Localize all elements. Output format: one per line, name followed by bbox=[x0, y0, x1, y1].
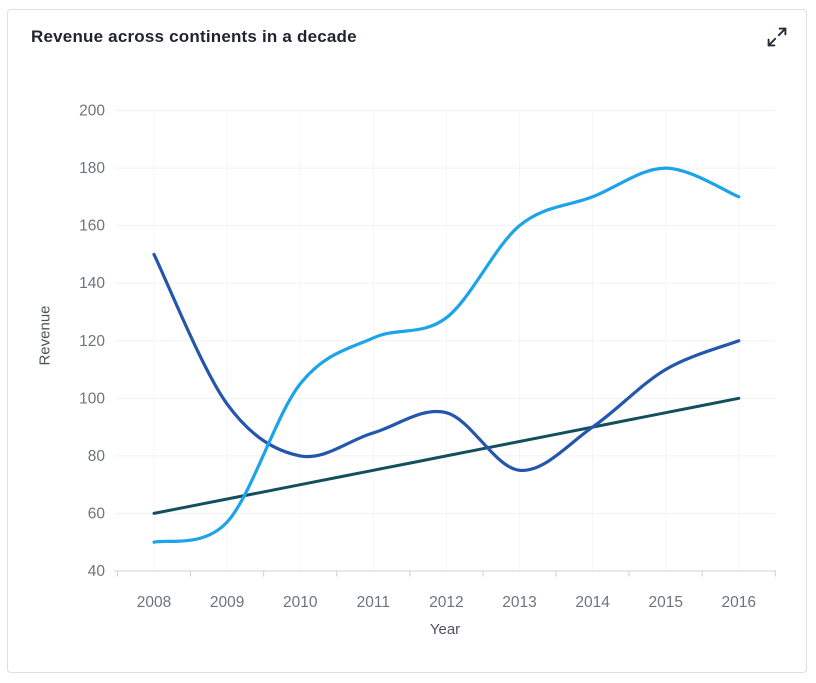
x-tick-label: 2008 bbox=[137, 594, 171, 611]
x-tick-label: 2015 bbox=[648, 594, 682, 611]
y-tick-label: 160 bbox=[79, 218, 105, 235]
y-tick-label: 60 bbox=[88, 505, 106, 522]
expand-button[interactable] bbox=[762, 22, 792, 52]
y-axis-title: Revenue bbox=[36, 305, 54, 366]
chart-card: Revenue across continents in a decade 40… bbox=[7, 9, 807, 673]
royal-blue-line bbox=[152, 252, 741, 472]
revenue-line-chart: 40 60 80 100 120 140 160 180 200 2008 2009 2010 2011… bbox=[79, 103, 776, 611]
x-tick-label: 2013 bbox=[502, 594, 536, 611]
y-tick-label: 80 bbox=[88, 448, 106, 465]
page-title: Revenue across continents in a decade bbox=[31, 27, 357, 46]
expand-icon bbox=[767, 27, 787, 47]
y-tick-label: 180 bbox=[79, 160, 105, 177]
x-tick-label: 2011 bbox=[357, 594, 390, 611]
x-tick-label: 2016 bbox=[722, 594, 756, 611]
y-tick-label: 120 bbox=[79, 333, 105, 350]
y-tick-label: 40 bbox=[88, 563, 106, 580]
y-tick-label: 100 bbox=[79, 390, 105, 407]
x-axis-title: Year bbox=[429, 621, 461, 638]
x-tick-label: 2014 bbox=[575, 594, 610, 611]
x-tick-label: 2010 bbox=[283, 594, 318, 611]
x-tick-label: 2009 bbox=[210, 594, 244, 611]
sky-blue-line bbox=[152, 166, 741, 544]
teal-line bbox=[152, 396, 741, 515]
y-tick-label: 140 bbox=[79, 275, 105, 292]
y-tick-label: 200 bbox=[79, 103, 105, 120]
x-tick-label: 2012 bbox=[429, 594, 463, 611]
